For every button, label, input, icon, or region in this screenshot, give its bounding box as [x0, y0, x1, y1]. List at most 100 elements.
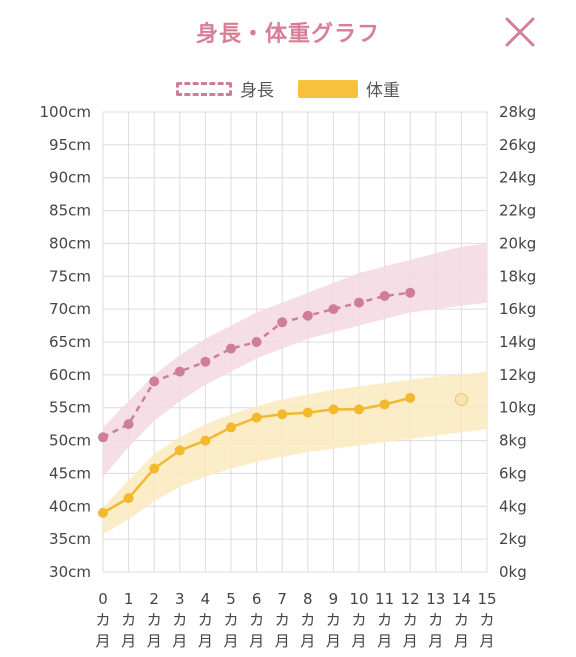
left-axis-tick-label: 80cm [49, 234, 91, 252]
left-axis-tick-label: 35cm [49, 530, 91, 548]
x-axis-tick-unit: カ [223, 611, 238, 629]
height-data-point[interactable] [251, 337, 262, 347]
x-axis-tick-unit: 月 [326, 632, 341, 650]
x-axis-tick-unit: 月 [428, 632, 443, 650]
x-axis-tick-label: 10 [349, 590, 368, 608]
left-axis-tick-label: 100cm [40, 103, 92, 121]
x-axis-tick-label: 13 [426, 590, 445, 608]
height-data-point[interactable] [123, 419, 134, 430]
right-axis-tick-label: 26kg [499, 136, 536, 154]
weight-data-point[interactable] [149, 463, 160, 474]
x-axis-tick-unit: 月 [147, 632, 162, 650]
left-axis-tick-label: 95cm [49, 136, 91, 154]
x-axis-tick-unit: 月 [300, 632, 315, 650]
right-axis-tick-label: 2kg [499, 530, 527, 548]
height-data-point[interactable] [98, 432, 108, 443]
weight-data-point[interactable] [98, 507, 108, 518]
x-axis-tick-unit: 月 [479, 632, 494, 650]
x-axis-tick-label: 8 [303, 590, 313, 608]
weight-data-point[interactable] [379, 399, 390, 410]
left-axis-tick-label: 75cm [49, 267, 91, 285]
x-axis-tick-label: 2 [149, 590, 159, 608]
weight-data-point[interactable] [328, 404, 339, 415]
legend-item-height[interactable]: 身長 [176, 76, 274, 101]
weight-data-point[interactable] [354, 404, 364, 415]
x-axis-tick-unit: 月 [275, 632, 290, 650]
x-axis-tick-unit: カ [172, 611, 187, 629]
x-axis-tick-unit: 月 [403, 632, 418, 650]
right-axis-tick-label: 20kg [499, 234, 536, 252]
height-range-band [103, 243, 487, 477]
x-axis-tick-unit: カ [121, 611, 136, 629]
x-axis-tick-unit: カ [300, 611, 315, 629]
height-data-point[interactable] [405, 287, 416, 298]
right-axis-tick-label: 16kg [499, 300, 536, 318]
x-axis-tick-unit: カ [454, 611, 469, 629]
x-axis-tick-label: 6 [252, 590, 262, 608]
weight-data-point[interactable] [174, 445, 185, 456]
weight-data-point[interactable] [277, 409, 288, 420]
height-data-point[interactable] [354, 297, 364, 308]
x-axis-tick-unit: カ [198, 611, 213, 629]
weight-data-point[interactable] [123, 493, 134, 504]
x-axis-tick-label: 0 [98, 590, 108, 608]
x-axis-tick-unit: 月 [377, 632, 392, 650]
height-data-point[interactable] [200, 356, 211, 367]
x-axis-tick-unit: カ [147, 611, 162, 629]
left-axis-tick-label: 50cm [49, 432, 91, 450]
right-axis-tick-label: 18kg [499, 267, 536, 285]
height-data-point[interactable] [226, 343, 236, 354]
left-axis-tick-label: 90cm [49, 169, 91, 187]
right-axis-tick-label: 14kg [499, 333, 536, 351]
right-axis-tick-label: 12kg [499, 366, 536, 384]
x-axis-tick-unit: 月 [249, 632, 264, 650]
weight-data-point[interactable] [200, 435, 211, 446]
x-axis-tick-label: 15 [477, 590, 496, 608]
x-axis-tick-unit: 月 [223, 632, 238, 650]
height-data-point[interactable] [328, 304, 339, 315]
right-axis-tick-label: 6kg [499, 464, 527, 482]
height-data-point[interactable] [149, 376, 160, 387]
height-data-point[interactable] [277, 317, 288, 328]
x-axis-tick-label: 11 [375, 590, 394, 608]
height-data-point[interactable] [174, 366, 185, 377]
weight-data-point[interactable] [226, 422, 236, 433]
x-axis-tick-unit: カ [479, 611, 494, 629]
right-axis-tick-label: 28kg [499, 103, 536, 121]
height-data-point[interactable] [302, 310, 313, 321]
weight-data-point[interactable] [302, 407, 313, 418]
x-axis-tick-unit: 月 [121, 632, 136, 650]
legend-swatch-height [176, 81, 232, 96]
weight-extra-point[interactable] [454, 393, 468, 406]
legend-swatch-weight [298, 79, 358, 98]
x-axis-tick-label: 7 [277, 590, 287, 608]
right-axis-tick-label: 8kg [499, 432, 527, 450]
x-axis-tick-label: 14 [452, 590, 471, 608]
right-axis-tick-label: 22kg [499, 202, 536, 220]
left-axis-tick-label: 65cm [49, 333, 91, 351]
x-axis-tick-label: 1 [124, 590, 134, 608]
x-axis-tick-label: 3 [175, 590, 185, 608]
left-axis-tick-label: 30cm [49, 563, 91, 581]
x-axis-tick-unit: カ [95, 611, 110, 629]
x-axis-tick-unit: 月 [198, 632, 213, 650]
weight-data-point[interactable] [405, 392, 416, 403]
page-title: 身長・体重グラフ [195, 22, 380, 47]
x-axis-tick-label: 4 [201, 590, 211, 608]
x-axis-tick-unit: カ [326, 611, 341, 629]
legend-label-height: 身長 [240, 81, 274, 101]
weight-data-point[interactable] [251, 412, 262, 423]
right-axis-tick-label: 10kg [499, 399, 536, 417]
x-axis-tick-unit: カ [377, 611, 392, 629]
x-axis-tick-unit: カ [275, 611, 290, 629]
chart-legend: 身長 体重 [0, 76, 576, 101]
legend-item-weight[interactable]: 体重 [298, 76, 400, 101]
x-axis-tick-unit: カ [428, 611, 443, 629]
left-axis-tick-label: 40cm [49, 497, 91, 515]
x-axis-tick-unit: 月 [351, 632, 366, 650]
height-data-point[interactable] [379, 291, 390, 301]
x-axis-tick-unit: カ [249, 611, 264, 629]
close-icon[interactable] [504, 16, 536, 48]
x-axis-tick-label: 5 [226, 590, 236, 608]
